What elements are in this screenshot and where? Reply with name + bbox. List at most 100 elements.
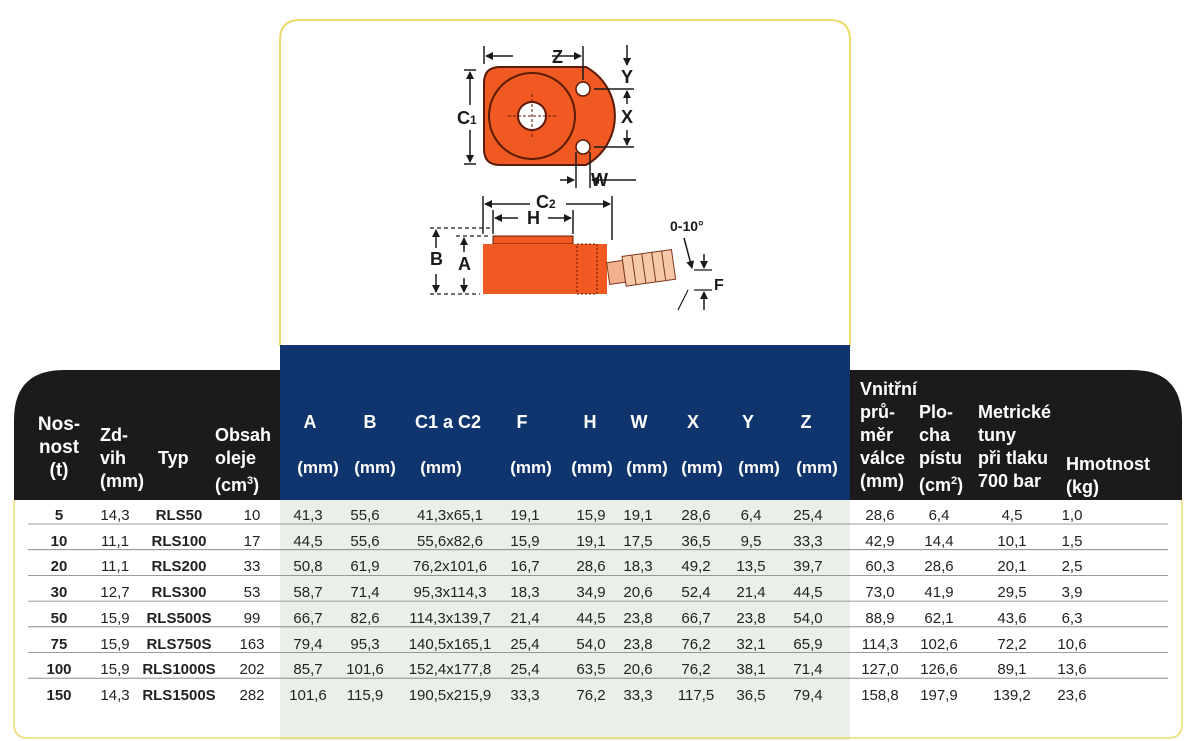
cell-c1c2: 190,5x215,9 — [408, 686, 492, 704]
row-lines — [28, 523, 1168, 679]
cell-nosnost: 20 — [50, 558, 68, 576]
cell-h: 34,9 — [576, 584, 606, 602]
cell-z: 39,7 — [793, 558, 823, 576]
cell-h: 15,9 — [576, 507, 606, 524]
cell-vnitrni: 73,0 — [865, 584, 895, 602]
cell-obsah: 33 — [243, 558, 261, 576]
cell-zdvih: 15,9 — [100, 609, 130, 627]
cell-zdvih: 12,7 — [100, 584, 130, 602]
cell-f: 18,3 — [510, 584, 540, 602]
cell-z: 65,9 — [793, 635, 823, 653]
label-a: A — [458, 254, 471, 274]
cell-z: 33,3 — [793, 532, 823, 550]
cell-f: 25,4 — [510, 635, 540, 653]
cell-metricke: 29,5 — [997, 584, 1027, 602]
cell-plocha: 6,4 — [928, 507, 950, 524]
cell-nosnost: 10 — [50, 532, 68, 550]
cell-zdvih: 14,3 — [100, 507, 130, 524]
cell-metricke: 89,1 — [997, 661, 1027, 679]
cell-plocha: 41,9 — [924, 584, 954, 602]
cell-c1c2: 76,2x101,6 — [412, 558, 488, 576]
unit-col-z: (mm) — [796, 458, 838, 477]
cell-h: 63,5 — [576, 661, 606, 679]
cell-hmotnost: 23,6 — [1057, 686, 1087, 704]
header-col-y: Y — [741, 412, 754, 432]
cell-typ: RLS100 — [151, 532, 207, 550]
header-col-w: W — [630, 412, 648, 432]
header-metricke: Metrické tuny při tlaku 700 bar — [978, 401, 1051, 493]
header-zdvih: Zd- vih (mm) — [100, 424, 144, 493]
cell-f: 21,4 — [510, 609, 540, 627]
cell-metricke: 20,1 — [997, 558, 1027, 576]
cell-x: 36,5 — [681, 532, 711, 550]
header-obsah-unit: (cm — [215, 475, 248, 495]
header-nosnost-3: (t) — [49, 460, 69, 481]
mount-hole-top — [575, 81, 591, 97]
cell-y: 38,1 — [736, 661, 766, 679]
label-z: Z — [552, 47, 563, 67]
cell-h: 44,5 — [576, 609, 606, 627]
cell-z: 54,0 — [793, 609, 823, 627]
cell-w: 23,8 — [623, 609, 653, 627]
cell-typ: RLS200 — [151, 558, 207, 576]
label-c1: C1 — [457, 108, 477, 129]
header-metricke-3: při tlaku — [978, 448, 1049, 468]
unit-col-h: (mm) — [571, 458, 613, 477]
header-col-f: F — [516, 412, 528, 432]
cell-y: 13,5 — [736, 558, 766, 576]
header-hmotnost: Hmotnost (kg) — [1066, 453, 1150, 499]
header-zdvih-3: (mm) — [100, 471, 144, 491]
unit-col-w: (mm) — [626, 458, 668, 477]
cell-zdvih: 11,1 — [100, 532, 130, 550]
cell-nosnost: 75 — [50, 635, 68, 653]
cell-a: 101,6 — [289, 686, 327, 704]
cell-hmotnost: 10,6 — [1057, 635, 1087, 653]
cell-y: 6,4 — [740, 507, 762, 524]
cell-hmotnost: 1,0 — [1061, 507, 1083, 524]
cell-c1c2: 55,6x82,6 — [417, 532, 483, 550]
coupler — [606, 248, 677, 287]
cell-hmotnost: 2,5 — [1061, 558, 1083, 576]
label-c2: C2 — [536, 192, 556, 213]
cell-a: 58,7 — [293, 584, 323, 602]
cell-y: 21,4 — [736, 584, 766, 602]
header-vnitrni-2: prů- — [860, 402, 895, 422]
cell-y: 36,5 — [736, 686, 766, 704]
piston-outer-ring — [488, 72, 576, 160]
header-plocha-sup: 2 — [951, 475, 958, 487]
cell-a: 41,3 — [293, 507, 323, 524]
cell-zdvih: 15,9 — [100, 635, 130, 653]
cell-vnitrni: 60,3 — [865, 558, 895, 576]
cell-zdvih: 11,1 — [100, 558, 130, 576]
cell-obsah: 202 — [239, 661, 265, 679]
cell-w: 20,6 — [623, 584, 653, 602]
cell-c1c2: 41,3x65,1 — [417, 507, 483, 524]
cell-x: 76,2 — [681, 635, 711, 653]
cell-b: 55,6 — [350, 507, 380, 524]
cell-vnitrni: 114,3 — [861, 635, 899, 653]
unit-col-y: (mm) — [738, 458, 780, 477]
dark-header-right — [850, 370, 1182, 500]
cell-typ: RLS1500S — [142, 686, 216, 704]
label-f: F — [714, 277, 724, 294]
cell-obsah: 99 — [243, 609, 261, 627]
cell-obsah: 10 — [243, 507, 261, 524]
cell-a: 79,4 — [293, 635, 323, 653]
header-plocha: Plo- cha pístu (cm2) — [919, 401, 963, 497]
cell-nosnost: 50 — [50, 609, 68, 627]
cell-plocha: 197,9 — [920, 686, 958, 704]
cell-c1c2: 95,3x114,3 — [413, 584, 487, 602]
cell-x: 66,7 — [681, 609, 711, 627]
cell-zdvih: 15,9 — [100, 661, 130, 679]
header-col-z: Z — [800, 412, 812, 432]
header-obsah-close: ) — [253, 475, 260, 495]
cell-vnitrni: 158,8 — [861, 686, 899, 704]
cylinder-diagram — [430, 45, 712, 311]
cell-b: 61,9 — [350, 558, 380, 576]
unit-col-c1c2: (mm) — [420, 458, 462, 477]
cell-hmotnost: 6,3 — [1061, 609, 1083, 627]
cell-b: 55,6 — [350, 532, 380, 550]
cell-nosnost: 5 — [54, 507, 64, 524]
coupler-port — [576, 243, 598, 295]
cell-c1c2: 114,3x139,7 — [409, 609, 491, 627]
